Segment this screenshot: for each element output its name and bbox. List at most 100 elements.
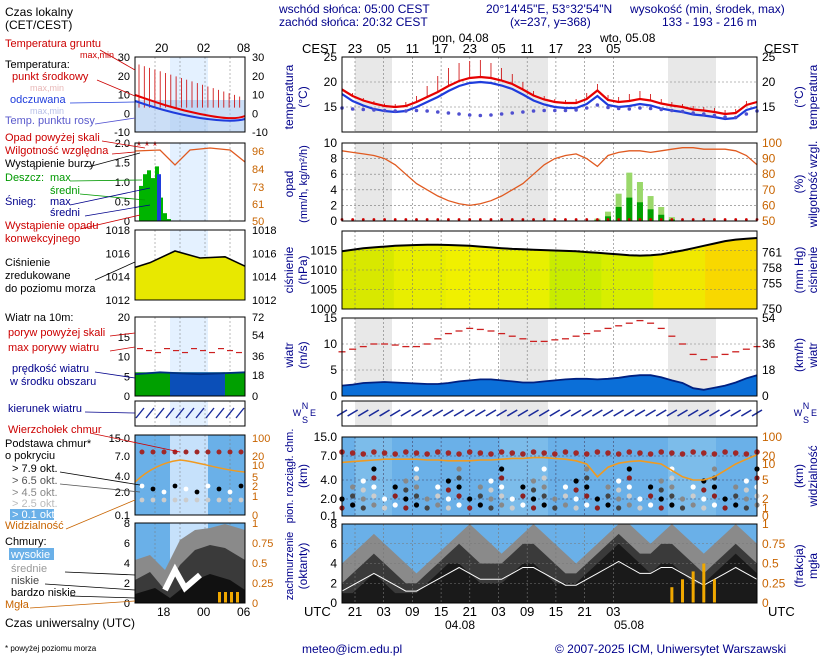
precip-marker (627, 218, 631, 221)
wind-arrow (549, 409, 561, 417)
mini-felt-line (134, 100, 246, 122)
rain-mean-bar (658, 214, 665, 221)
mini-hum-ytick: 50 (252, 216, 264, 228)
mini-wind (134, 316, 246, 397)
rain-max-bar (626, 172, 633, 221)
legend-snow-max: max (50, 196, 71, 208)
utc-tick-0: 21 (348, 604, 362, 619)
mini-wind-arrow (155, 407, 165, 419)
precip-marker (595, 218, 599, 221)
mini-fog-ytick: 0.75 (252, 538, 273, 550)
wind-arrow (570, 409, 582, 417)
utc-right: UTC (768, 604, 795, 619)
cloud-base-dot (743, 487, 749, 493)
legend-felt: odczuwana (10, 94, 67, 106)
cloud-base-dot (690, 484, 696, 490)
cloud-top-dot (530, 449, 537, 455)
cloud-top-dot (520, 451, 526, 457)
cloud-base-dot (371, 493, 377, 499)
utc-tick-labels: 21 03 09 15 21 03 09 15 21 03 (348, 604, 621, 619)
precip-marker (404, 218, 408, 221)
cloud-base-dot (669, 475, 675, 481)
label-hum-right: wilgotność wzgl. (806, 141, 820, 229)
cloud-base-dot (701, 505, 707, 511)
cloud-base-dot (562, 484, 569, 490)
legend-pressure2: zredukowane (5, 270, 70, 282)
temp-dew-point (627, 107, 632, 111)
wind-arrow (581, 409, 593, 417)
precip-marker (574, 218, 578, 221)
mini-rain-bar (163, 213, 167, 221)
cloud-base-dot (499, 466, 505, 472)
cloud-base-dot (584, 475, 590, 481)
cloud-top-dot (466, 449, 473, 455)
vis-ytick: 2 (762, 492, 769, 506)
cloud-base-dot (658, 496, 664, 502)
temp-dew-point (446, 111, 451, 115)
cloud-top-dot (381, 450, 388, 456)
wind-arrow (677, 409, 688, 417)
mini-storm-mark: * (153, 139, 158, 153)
legend-okt45: > 4.5 okt. (12, 487, 58, 499)
mini-cloud-top (216, 449, 222, 455)
legend-arrow-0 (99, 49, 136, 71)
precip-marker (383, 218, 386, 221)
legend-arrow-18 (59, 471, 141, 486)
wind-speed-area (342, 375, 757, 396)
mini-cloud-dot (183, 486, 189, 492)
mini-wind-kmh-tick: 54 (252, 330, 264, 342)
wind-arrow (464, 409, 476, 417)
mini-cloud-dot-2 (161, 497, 167, 503)
precip-marker (521, 218, 525, 221)
cover-ytick: 8 (330, 517, 337, 531)
legend-arrow-9 (69, 187, 151, 206)
rain-max-bar (647, 196, 654, 221)
footer-email[interactable]: meteo@icm.edu.pl (302, 642, 402, 656)
label-vis-right: widzialność (806, 445, 820, 507)
cloud-base-dot (520, 502, 526, 508)
mini-fog-bar (218, 592, 221, 603)
precip-panel-night-2 (668, 143, 716, 221)
mini-winddir-border (134, 400, 246, 427)
mini-wind-border (134, 316, 246, 397)
height-label: wysokość (min, środek, max) (629, 2, 785, 16)
date2-label: 05.08 (614, 618, 644, 632)
legend-arrow-24 (29, 600, 136, 609)
legend-low: niskie (11, 575, 39, 587)
temp-panel-night-0 (355, 57, 392, 132)
mini-vis-ytick: 0 (252, 510, 258, 522)
mini-pres-ytick-right: 1012 (252, 295, 276, 307)
mini-temp-ytick: 30 (118, 52, 130, 64)
legend-humidity: Wilgotność względna (5, 145, 109, 157)
label-wind-unit: (m/s) (296, 341, 310, 368)
compass-letter: W (794, 408, 803, 418)
height-values: 133 - 193 - 216 m (662, 15, 757, 29)
cloud-base-dot (371, 484, 377, 490)
temp-ytick-right: 20 (762, 75, 776, 89)
precip-marker (372, 218, 376, 221)
temp-ytick: 20 (324, 75, 338, 89)
fog-ytick: 0.5 (762, 557, 779, 571)
utc-tick-7: 15 (549, 604, 563, 619)
mini-cloud-dot-2 (172, 497, 178, 503)
rain-mean-bar (647, 209, 654, 221)
vis-ytick: 100 (762, 430, 782, 444)
rain-max-bar (658, 206, 665, 221)
cloud-base-dot (445, 505, 452, 511)
legend-arrow-11 (79, 214, 141, 230)
cloud-top-dot (711, 451, 718, 457)
precip-marker (723, 218, 727, 221)
temp-dew-point (553, 108, 557, 113)
legend-column: Czas lokalny (CET/CEST) 20 02 08 Tempera… (5, 5, 251, 653)
legend-utc-tick-0: 18 (157, 605, 171, 619)
precip-ytick: 10 (324, 136, 338, 150)
fog-bar (702, 563, 706, 603)
cloud-base-dot (679, 496, 686, 502)
legend-rain: Deszcz: (5, 172, 44, 184)
pres-mmhg-tick: 758 (762, 261, 782, 275)
cover-ytick: 6 (330, 537, 337, 551)
wind-arrow (379, 409, 390, 417)
mini-storm-mark: * (145, 139, 150, 153)
cloud-base-dot (371, 475, 377, 481)
temp-dew-point (499, 112, 504, 116)
